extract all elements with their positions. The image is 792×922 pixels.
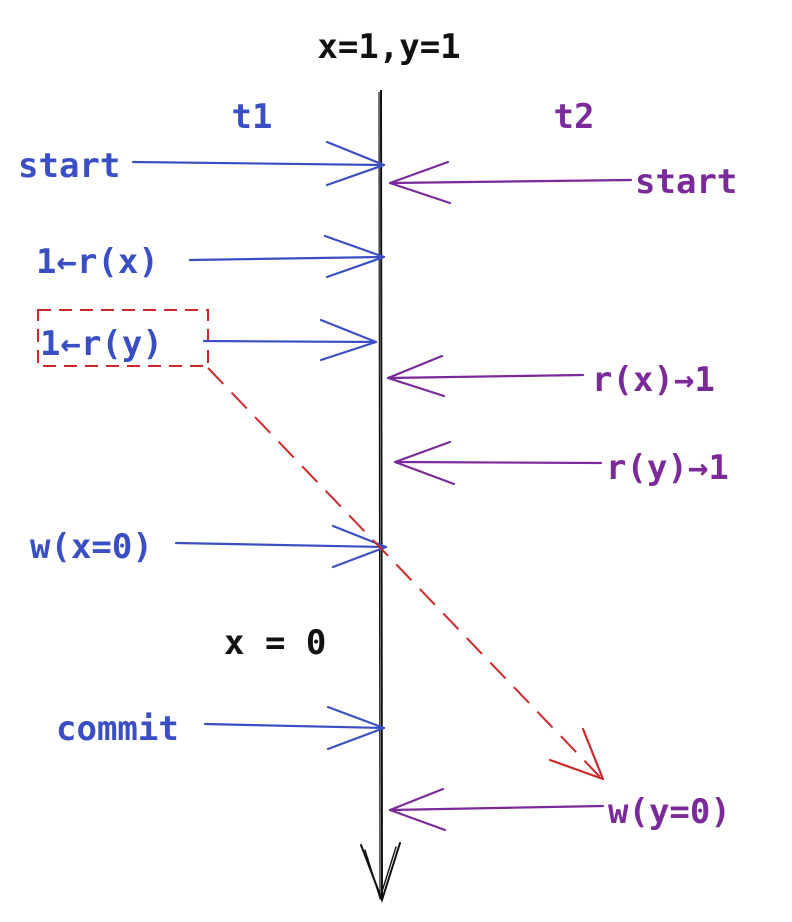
conflict-highlight-box (37, 309, 209, 367)
thread-t1-label: t1 (232, 97, 273, 137)
timeline-arrowhead-icon (360, 842, 401, 904)
t2-write-y-arrow (388, 787, 605, 832)
t2-read-x-label: r(x)→1 (592, 360, 715, 400)
initial-state-label: x=1,y=1 (317, 27, 460, 67)
t2-read-y-arrow (393, 440, 603, 486)
t1-read-y-label: 1←r(y) (40, 324, 163, 364)
t1-commit-arrow (203, 705, 386, 751)
t1-read-x-label: 1←r(x) (36, 242, 159, 282)
t1-start-label: start (18, 146, 120, 186)
t2-read-x-arrow (386, 354, 585, 398)
t1-commit-label: commit (56, 709, 179, 749)
thread-t2-label: t2 (554, 97, 595, 137)
t1-start-arrow (131, 140, 386, 187)
t1-read-y-arrow (202, 318, 378, 362)
t1-write-x-arrow (174, 524, 388, 569)
t1-read-x-arrow (188, 234, 386, 279)
timeline-axis (378, 89, 383, 899)
conflict-dependency-arrow (207, 367, 605, 781)
mid-state-label: x = 0 (224, 623, 326, 663)
t1-write-x-label: w(x=0) (30, 527, 153, 567)
t2-start-arrow (388, 160, 633, 205)
t2-write-y-label: w(y=0) (608, 792, 731, 832)
t2-read-y-label: r(y)→1 (606, 448, 729, 488)
t2-start-label: start (635, 162, 737, 202)
